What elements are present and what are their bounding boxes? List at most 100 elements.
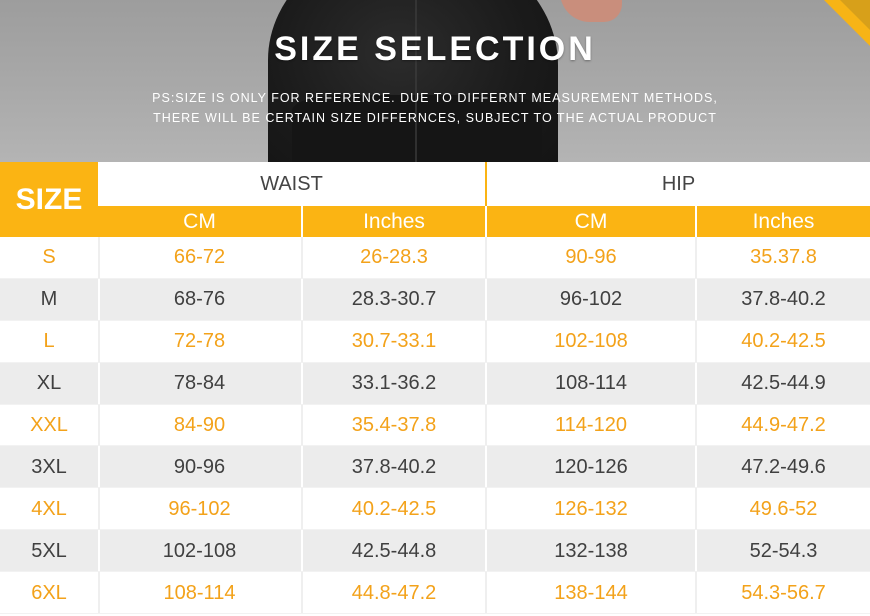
size-cell: 4XL xyxy=(0,488,98,531)
column-divider xyxy=(98,488,100,531)
table-row: L 72-78 30.7-33.1 102-108 40.2-42.5 xyxy=(0,320,870,363)
hip-inches-cell: 37.8-40.2 xyxy=(697,278,870,321)
table-row: XXL 84-90 35.4-37.8 114-120 44.9-47.2 xyxy=(0,404,870,447)
banner: SIZE SELECTION PS:SIZE IS ONLY FOR REFER… xyxy=(0,0,870,162)
hip-inches-header: Inches xyxy=(697,206,870,237)
column-divider xyxy=(301,278,303,321)
row-divider xyxy=(0,529,870,531)
size-cell: M xyxy=(0,278,98,321)
size-cell: 6XL xyxy=(0,572,98,615)
row-divider xyxy=(0,445,870,447)
corner-decoration-inner xyxy=(840,0,870,30)
unit-divider xyxy=(695,206,697,237)
size-cell: XXL xyxy=(0,404,98,447)
column-divider xyxy=(485,362,487,405)
column-divider xyxy=(695,362,697,405)
waist-inches-header: Inches xyxy=(303,206,485,237)
hip-cm-cell: 138-144 xyxy=(487,572,695,615)
hip-inches-cell: 35.37.8 xyxy=(697,237,870,279)
waist-cm-cell: 72-78 xyxy=(98,320,301,363)
waist-inches-cell: 33.1-36.2 xyxy=(303,362,485,405)
hip-inches-cell: 47.2-49.6 xyxy=(697,446,870,489)
hip-inches-cell: 40.2-42.5 xyxy=(697,320,870,363)
column-divider xyxy=(695,320,697,363)
hip-inches-cell: 42.5-44.9 xyxy=(697,362,870,405)
column-divider xyxy=(695,572,697,615)
size-cell: 5XL xyxy=(0,530,98,573)
row-divider xyxy=(0,277,870,279)
hip-inches-cell: 49.6-52 xyxy=(697,488,870,531)
column-divider xyxy=(695,404,697,447)
waist-cm-cell: 96-102 xyxy=(98,488,301,531)
column-divider xyxy=(301,404,303,447)
waist-cm-cell: 84-90 xyxy=(98,404,301,447)
hip-cm-cell: 96-102 xyxy=(487,278,695,321)
column-divider xyxy=(485,572,487,615)
waist-inches-cell: 28.3-30.7 xyxy=(303,278,485,321)
waist-cm-header: CM xyxy=(98,206,301,237)
row-divider xyxy=(0,403,870,405)
table-row: 3XL 90-96 37.8-40.2 120-126 47.2-49.6 xyxy=(0,446,870,489)
hip-cm-cell: 126-132 xyxy=(487,488,695,531)
hip-cm-cell: 132-138 xyxy=(487,530,695,573)
hip-inches-cell: 44.9-47.2 xyxy=(697,404,870,447)
column-divider xyxy=(695,488,697,531)
table-row: 5XL 102-108 42.5-44.8 132-138 52-54.3 xyxy=(0,530,870,573)
table-row: M 68-76 28.3-30.7 96-102 37.8-40.2 xyxy=(0,278,870,321)
column-divider xyxy=(98,278,100,321)
size-cell: XL xyxy=(0,362,98,405)
banner-title: SIZE SELECTION xyxy=(274,30,596,68)
waist-cm-cell: 102-108 xyxy=(98,530,301,573)
product-seam xyxy=(415,0,417,162)
row-divider xyxy=(0,319,870,321)
row-divider xyxy=(0,487,870,489)
waist-inches-cell: 26-28.3 xyxy=(303,237,485,279)
hip-cm-cell: 120-126 xyxy=(487,446,695,489)
unit-divider xyxy=(485,206,487,237)
column-divider xyxy=(485,488,487,531)
column-divider xyxy=(695,530,697,573)
hip-group-header: HIP xyxy=(487,162,870,206)
hip-cm-cell: 102-108 xyxy=(487,320,695,363)
unit-divider xyxy=(301,206,303,237)
column-divider xyxy=(301,320,303,363)
group-divider xyxy=(485,162,487,206)
column-divider xyxy=(301,530,303,573)
waist-cm-cell: 108-114 xyxy=(98,572,301,615)
column-divider xyxy=(98,530,100,573)
column-divider xyxy=(98,362,100,405)
waist-cm-cell: 66-72 xyxy=(98,237,301,279)
column-divider xyxy=(98,446,100,489)
product-photo-lower xyxy=(292,95,542,162)
size-table-body: S 66-72 26-28.3 90-96 35.37.8 M 68-76 28.3-30.7… xyxy=(0,237,870,615)
table-row: 6XL 108-114 44.8-47.2 138-144 54.3-56.7 xyxy=(0,572,870,615)
table-row: XL 78-84 33.1-36.2 108-114 42.5-44.9 xyxy=(0,362,870,405)
column-divider xyxy=(301,488,303,531)
waist-cm-cell: 78-84 xyxy=(98,362,301,405)
column-divider xyxy=(301,237,303,279)
column-divider xyxy=(301,362,303,405)
product-photo-hand xyxy=(560,0,622,22)
waist-cm-cell: 68-76 xyxy=(98,278,301,321)
table-row: S 66-72 26-28.3 90-96 35.37.8 xyxy=(0,237,870,279)
banner-note-line-2: THERE WILL BE CERTAIN SIZE DIFFERNCES, S… xyxy=(153,111,717,125)
column-divider xyxy=(98,404,100,447)
column-divider xyxy=(98,320,100,363)
waist-inches-cell: 37.8-40.2 xyxy=(303,446,485,489)
hip-inches-cell: 52-54.3 xyxy=(697,530,870,573)
waist-inches-cell: 44.8-47.2 xyxy=(303,572,485,615)
column-divider xyxy=(485,278,487,321)
row-divider xyxy=(0,361,870,363)
column-divider xyxy=(485,404,487,447)
column-divider xyxy=(485,530,487,573)
waist-inches-cell: 35.4-37.8 xyxy=(303,404,485,447)
size-cell: 3XL xyxy=(0,446,98,489)
banner-note-line-1: PS:SIZE IS ONLY FOR REFERENCE. DUE TO DI… xyxy=(152,91,718,105)
size-cell: S xyxy=(0,237,98,279)
hip-cm-header: CM xyxy=(487,206,695,237)
column-divider xyxy=(301,572,303,615)
column-divider xyxy=(301,446,303,489)
table-row: 4XL 96-102 40.2-42.5 126-132 49.6-52 xyxy=(0,488,870,531)
size-cell: L xyxy=(0,320,98,363)
